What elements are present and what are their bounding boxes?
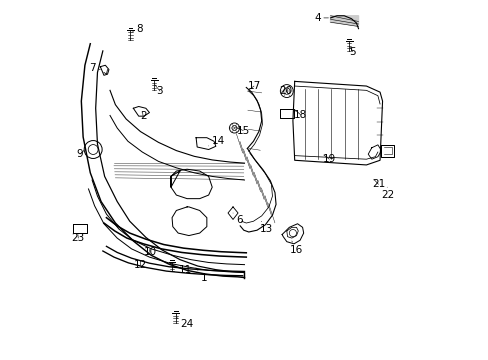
- Text: 16: 16: [289, 241, 302, 255]
- Text: 3: 3: [155, 85, 163, 96]
- Text: 4: 4: [314, 13, 328, 23]
- Text: 7: 7: [89, 63, 100, 73]
- Text: 9: 9: [77, 149, 84, 159]
- Text: 8: 8: [131, 24, 142, 34]
- Text: 22: 22: [381, 187, 394, 200]
- Text: 1: 1: [196, 268, 207, 283]
- Polygon shape: [330, 16, 358, 26]
- Text: 20: 20: [279, 86, 292, 96]
- Text: 14: 14: [208, 136, 224, 146]
- Text: 24: 24: [177, 318, 194, 329]
- Text: 10: 10: [143, 247, 156, 257]
- Text: 13: 13: [259, 221, 272, 234]
- Text: 15: 15: [235, 126, 249, 135]
- Text: 19: 19: [322, 154, 335, 164]
- Text: 23: 23: [72, 233, 85, 243]
- Text: 12: 12: [134, 260, 147, 270]
- Text: 11: 11: [173, 265, 192, 275]
- Text: 17: 17: [247, 81, 260, 91]
- Text: 6: 6: [233, 213, 242, 225]
- Text: 21: 21: [371, 179, 384, 189]
- Text: 5: 5: [348, 46, 355, 57]
- Text: 2: 2: [140, 111, 146, 121]
- Text: 18: 18: [293, 110, 306, 120]
